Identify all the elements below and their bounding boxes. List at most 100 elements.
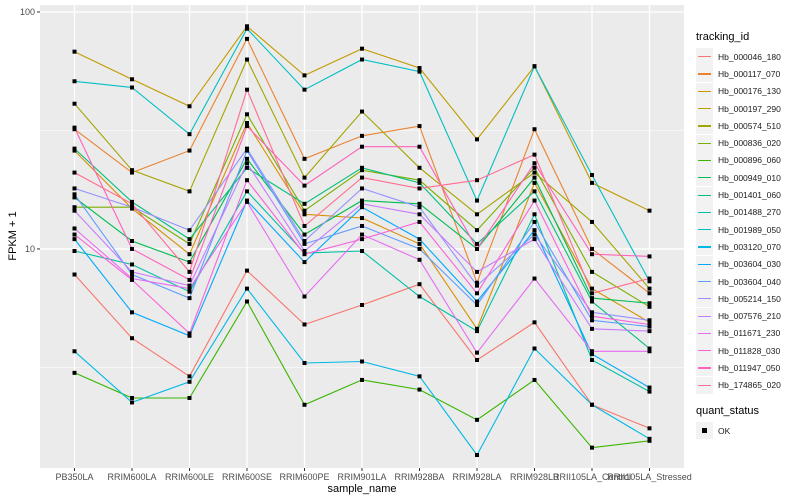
series-points <box>72 24 652 458</box>
data-point <box>475 228 479 233</box>
line-swatch-icon <box>696 203 713 221</box>
legend-label: Hb_000574_510 <box>718 120 781 131</box>
legend-label: Hb_011828_030 <box>718 345 781 356</box>
x-tick-label: RRIM928LB <box>510 472 559 482</box>
data-point <box>302 241 307 246</box>
data-point <box>475 357 479 362</box>
legend-item: Hb_000836_020 <box>692 134 800 152</box>
legend-label: Hb_000896_060 <box>718 155 781 166</box>
data-point <box>187 277 192 282</box>
data-point <box>417 387 422 392</box>
data-point <box>72 192 77 197</box>
data-point <box>130 239 134 244</box>
data-point <box>130 277 134 282</box>
legend-label: Hb_000046_180 <box>718 51 781 62</box>
data-point <box>360 201 364 206</box>
x-tick-label: RRIM600PE <box>279 472 329 482</box>
data-point <box>360 377 364 382</box>
data-point <box>590 314 594 319</box>
data-point <box>245 161 249 166</box>
line-swatch-icon <box>696 238 713 256</box>
data-point <box>130 85 134 90</box>
legend-item: Hb_001488_270 <box>692 203 800 221</box>
data-point <box>590 349 594 354</box>
data-point <box>245 286 249 291</box>
data-point <box>245 299 249 304</box>
data-point <box>532 219 537 224</box>
legend-label: Hb_003604_030 <box>718 259 781 270</box>
data-point <box>532 377 537 382</box>
data-point <box>475 299 479 304</box>
line-swatch-icon <box>696 117 713 135</box>
data-point <box>590 291 594 296</box>
data-point <box>130 400 134 405</box>
data-point <box>130 262 134 267</box>
legend-label: Hb_005214_150 <box>718 293 781 304</box>
legend-item: Hb_011671_230 <box>692 324 800 342</box>
data-point <box>417 374 422 379</box>
data-point <box>475 453 479 458</box>
data-point <box>532 212 537 217</box>
legend-item: Hb_003604_030 <box>692 255 800 273</box>
data-point <box>590 269 594 274</box>
data-point <box>302 201 307 206</box>
data-point <box>130 170 134 175</box>
data-point <box>360 205 364 210</box>
data-point <box>417 241 422 246</box>
data-point <box>72 125 77 130</box>
data-point <box>245 120 249 125</box>
data-point <box>245 26 249 31</box>
data-point <box>245 178 249 183</box>
data-point <box>647 291 652 296</box>
x-tick-label: RRIM600LE <box>165 472 214 482</box>
line-swatch-icon <box>696 134 713 152</box>
data-point <box>187 286 192 291</box>
data-point <box>532 152 537 157</box>
line-swatch-icon <box>696 65 713 83</box>
y-axis-title: FPKM + 1 <box>7 211 19 260</box>
data-point <box>187 237 192 242</box>
legend-label: Hb_001401_060 <box>718 190 781 201</box>
y-tick-label: 100 <box>20 7 35 17</box>
data-point <box>417 282 422 287</box>
data-point <box>302 156 307 161</box>
legend-item: Hb_001989_050 <box>692 221 800 239</box>
legend-item: Hb_000197_290 <box>692 100 800 118</box>
legend-item: Hb_000896_060 <box>692 151 800 169</box>
line-swatch-icon <box>696 169 713 187</box>
shape-legend-label: OK <box>718 425 731 436</box>
data-point <box>302 208 307 213</box>
data-point <box>647 208 652 213</box>
data-point <box>647 279 652 284</box>
data-point <box>647 385 652 390</box>
data-point <box>245 24 249 29</box>
data-point <box>417 69 422 74</box>
data-point <box>72 272 77 277</box>
data-point <box>187 395 192 400</box>
data-point <box>245 57 249 62</box>
data-point <box>360 249 364 254</box>
data-point <box>72 249 77 254</box>
data-point <box>130 77 134 82</box>
x-tick-label: RRIM901LA <box>337 472 386 482</box>
data-point <box>475 246 479 251</box>
data-point <box>245 199 249 204</box>
data-point <box>360 57 364 62</box>
data-point <box>647 324 652 329</box>
legend-label: Hb_000117_070 <box>718 68 781 79</box>
data-point <box>590 357 594 362</box>
data-point <box>72 170 77 175</box>
data-point <box>187 269 192 274</box>
data-point <box>187 104 192 109</box>
x-tick-label: RRIM928LA <box>452 472 501 482</box>
data-point <box>187 148 192 153</box>
data-point <box>590 252 594 257</box>
data-point <box>302 361 307 366</box>
data-point <box>245 36 249 41</box>
data-point <box>647 320 652 325</box>
line-swatch-icon <box>696 273 713 290</box>
data-point <box>360 186 364 191</box>
data-point <box>647 346 652 351</box>
data-point <box>590 445 594 450</box>
